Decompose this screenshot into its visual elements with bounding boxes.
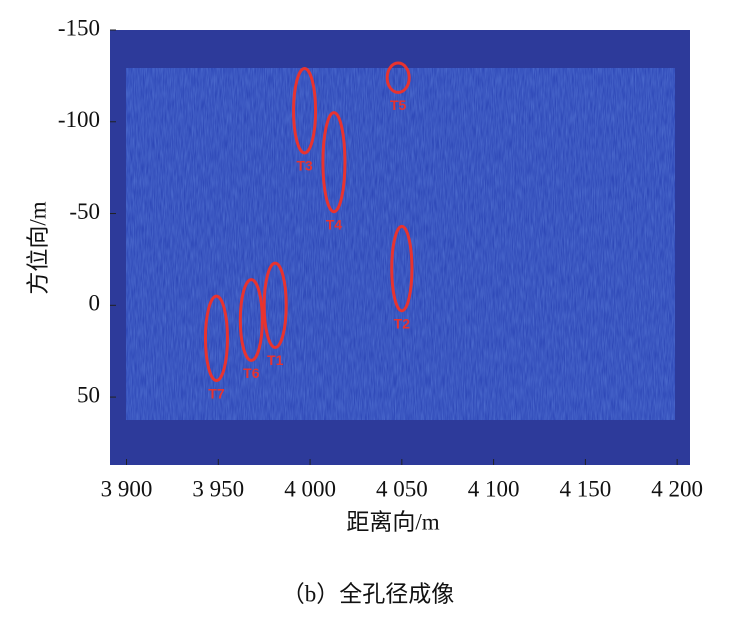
target-ellipse — [390, 224, 414, 313]
target-label: T3 — [296, 158, 313, 174]
target-ellipse — [238, 278, 264, 362]
target-label: T5 — [390, 97, 407, 113]
target-ellipse — [321, 111, 347, 214]
x-tick-label: 4 150 — [560, 476, 612, 501]
x-axis-label: 距离向/m — [346, 509, 439, 534]
target-label: T1 — [267, 352, 284, 368]
target-ellipse — [203, 294, 229, 383]
caption: （b）全孔径成像 — [282, 581, 455, 606]
x-tick-label: 3 900 — [101, 476, 153, 501]
x-tick-label: 4 200 — [651, 476, 703, 501]
y-tick-label: 50 — [77, 382, 100, 407]
target-label: T2 — [394, 316, 411, 332]
x-tick-label: 3 950 — [192, 476, 244, 501]
x-tick-label: 4 000 — [284, 476, 336, 501]
y-tick-label: 0 — [89, 291, 101, 316]
y-tick-label: -50 — [69, 199, 100, 224]
y-tick-label: -100 — [58, 107, 100, 132]
target-ellipse — [292, 67, 318, 155]
target-ellipse — [385, 61, 411, 94]
target-label: T4 — [326, 216, 343, 232]
target-label: T7 — [208, 385, 225, 401]
x-tick-label: 4 050 — [376, 476, 428, 501]
y-tick-label: -150 — [58, 15, 100, 40]
y-axis-label: 方位向/m — [25, 201, 50, 294]
target-ellipse — [262, 261, 288, 350]
image-texture — [126, 68, 675, 420]
x-tick-label: 4 100 — [468, 476, 520, 501]
target-label: T6 — [243, 365, 260, 381]
